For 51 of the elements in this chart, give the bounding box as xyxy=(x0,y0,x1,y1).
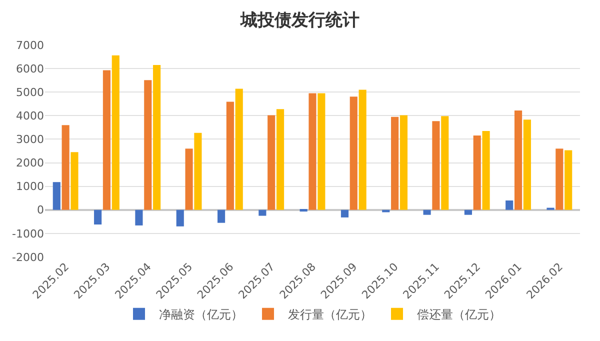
bar xyxy=(258,210,266,216)
y-tick-label: 7000 xyxy=(16,38,44,52)
bar xyxy=(144,80,152,210)
legend-label: 偿还量（亿元） xyxy=(417,308,501,322)
bar xyxy=(441,116,449,210)
bar xyxy=(423,210,431,215)
y-tick-label: 3000 xyxy=(16,133,44,146)
bar xyxy=(400,115,408,210)
bar xyxy=(112,55,120,210)
bar xyxy=(318,93,326,210)
bar xyxy=(176,210,184,226)
legend-label: 发行量（亿元） xyxy=(288,308,372,322)
bar xyxy=(564,150,572,210)
bar xyxy=(94,210,102,224)
y-tick-label: 2000 xyxy=(16,156,44,170)
bar xyxy=(473,135,481,210)
bar xyxy=(556,148,564,210)
bar xyxy=(226,102,234,210)
bar xyxy=(102,70,111,210)
bar xyxy=(62,125,70,210)
bar xyxy=(464,210,472,215)
bar xyxy=(432,121,440,210)
bar xyxy=(194,132,202,210)
legend-label: 净融资（亿元） xyxy=(159,308,243,322)
bar xyxy=(308,93,316,210)
y-tick-label: 5000 xyxy=(16,86,44,99)
bar xyxy=(52,182,60,210)
bar xyxy=(358,90,366,210)
y-tick-label: -2000 xyxy=(12,250,44,264)
bar xyxy=(391,116,399,210)
bar xyxy=(506,200,514,210)
bar xyxy=(70,152,78,210)
bar xyxy=(153,65,161,210)
bar xyxy=(523,120,531,210)
chart-title: 城投债发行统计 xyxy=(240,10,360,31)
bar xyxy=(350,96,358,210)
y-tick-label: 0 xyxy=(37,204,44,217)
y-tick-label: 4000 xyxy=(16,110,44,123)
bar xyxy=(340,210,349,218)
bar xyxy=(482,130,490,210)
bar xyxy=(268,115,276,210)
bar xyxy=(217,210,226,223)
y-tick-label: 1000 xyxy=(16,180,44,194)
bar xyxy=(276,109,284,210)
bar xyxy=(235,88,243,210)
bar xyxy=(300,209,308,212)
y-tick-label: -1000 xyxy=(12,227,44,240)
bar xyxy=(514,110,522,210)
bar xyxy=(185,148,193,210)
bar xyxy=(135,210,143,226)
y-tick-label: 6000 xyxy=(16,62,44,76)
